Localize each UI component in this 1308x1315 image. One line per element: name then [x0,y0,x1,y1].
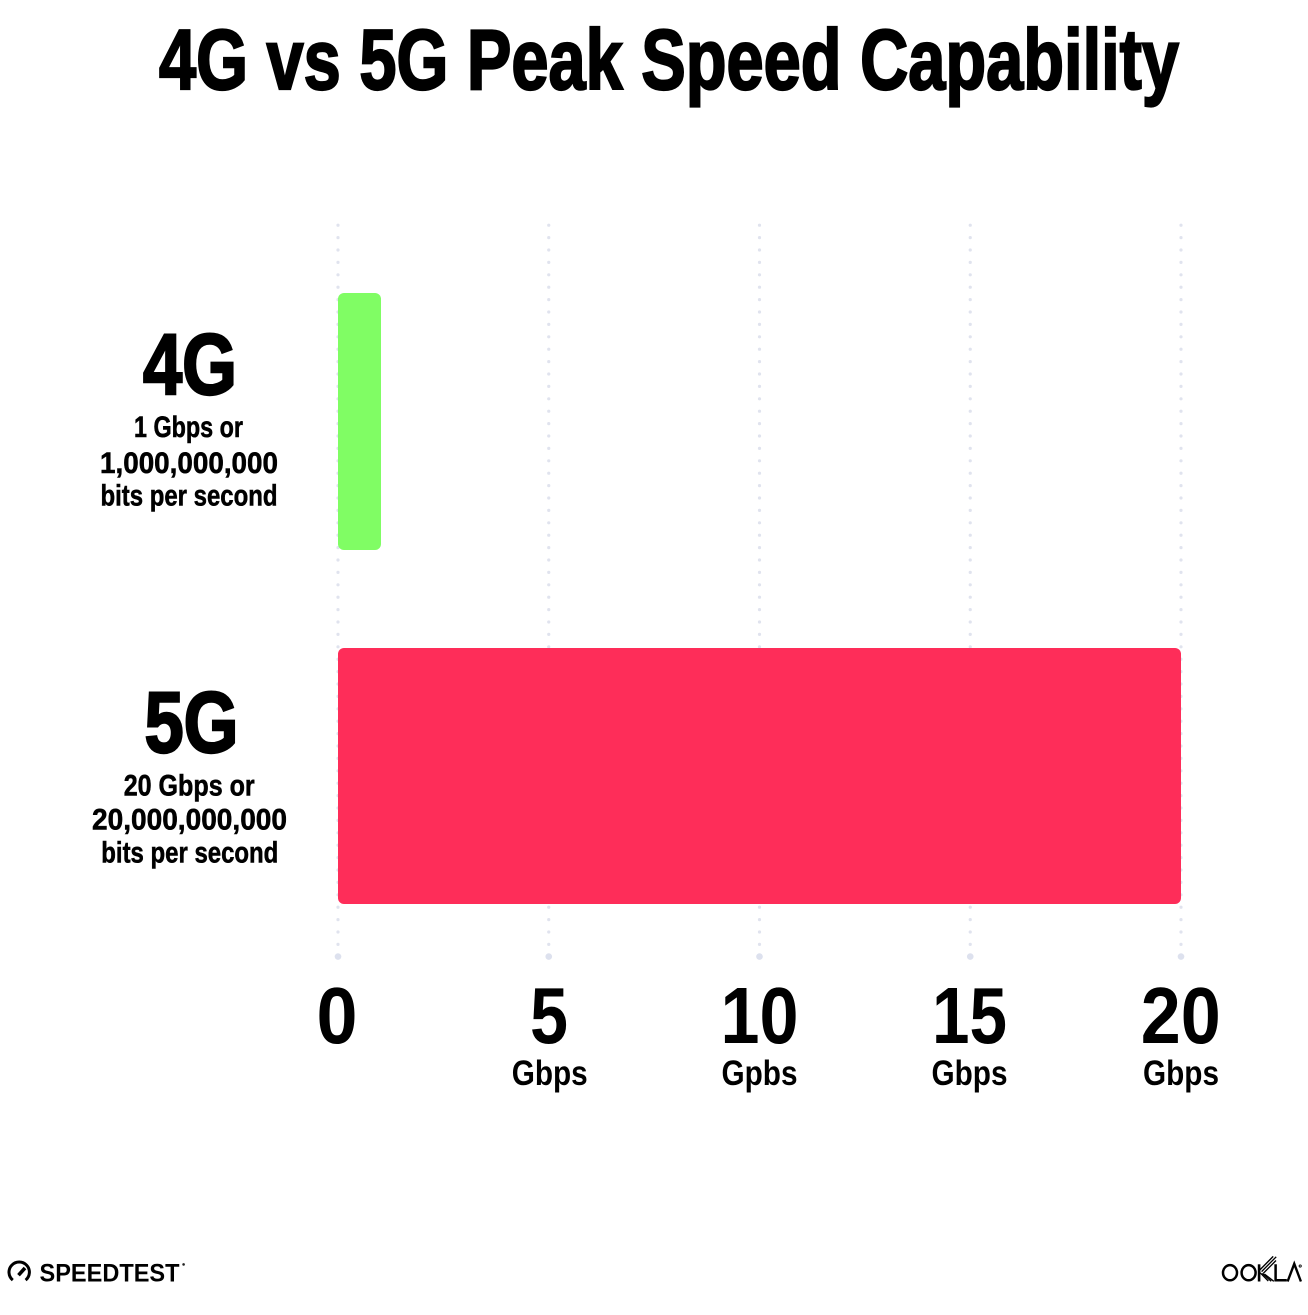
svg-text:Gpbs: Gpbs [722,1054,798,1093]
svg-text:1 Gbps or: 1 Gbps or [134,411,243,444]
svg-text:20,000,000,000: 20,000,000,000 [92,804,287,837]
svg-text:Gbps: Gbps [512,1054,588,1093]
svg-text:15: 15 [932,971,1007,1060]
svg-text:bits per second: bits per second [101,480,278,513]
svg-text:20 Gbps or: 20 Gbps or [124,770,255,803]
svg-text:4G vs 5G Peak Speed Capability: 4G vs 5G Peak Speed Capability [159,13,1179,108]
svg-text:4G: 4G [143,317,237,413]
svg-text:1,000,000,000: 1,000,000,000 [100,447,278,480]
svg-text:bits per second: bits per second [101,837,278,870]
svg-text:Gbps: Gbps [932,1054,1008,1093]
svg-text:10: 10 [721,971,799,1060]
svg-text:0: 0 [317,971,358,1060]
svg-text:SPEEDTEST: SPEEDTEST [40,1260,180,1288]
svg-text:5G: 5G [145,675,239,771]
svg-text:5: 5 [530,971,568,1060]
svg-text:20: 20 [1141,971,1221,1060]
svg-text:Gbps: Gbps [1143,1054,1219,1093]
